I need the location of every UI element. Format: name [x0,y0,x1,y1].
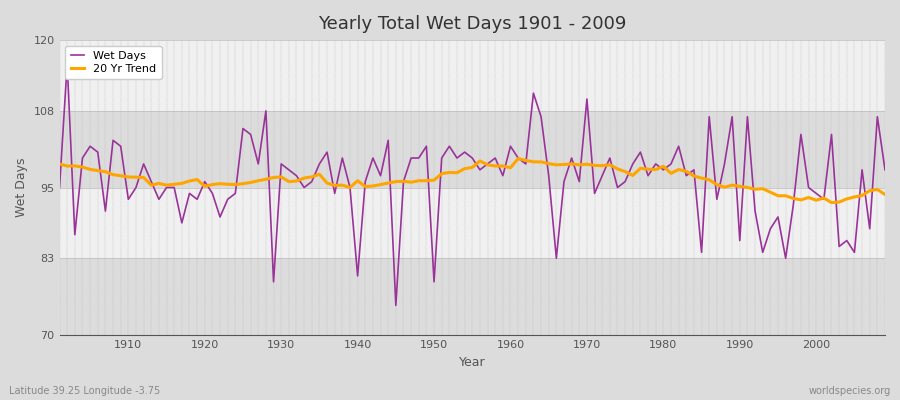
20 Yr Trend [115,173,126,178]
20 Yr Trend [513,156,524,161]
Bar [59,111,885,188]
Wet Days [291,173,302,178]
Bar [59,258,885,335]
Wet Days [62,61,73,66]
20 Yr Trend [329,183,340,188]
Bar [59,188,885,258]
Wet Days [612,185,623,190]
Wet Days [879,168,890,172]
20 Yr Trend [54,162,65,166]
Wet Days [54,185,65,190]
20 Yr Trend [879,192,890,197]
Text: worldspecies.org: worldspecies.org [809,386,891,396]
Line: Wet Days: Wet Days [59,64,885,306]
20 Yr Trend [498,164,508,168]
Wet Days [513,156,524,160]
X-axis label: Year: Year [459,356,486,369]
Legend: Wet Days, 20 Yr Trend: Wet Days, 20 Yr Trend [65,46,162,79]
20 Yr Trend [505,165,516,170]
Y-axis label: Wet Days: Wet Days [15,158,28,217]
Line: 20 Yr Trend: 20 Yr Trend [59,159,885,202]
20 Yr Trend [826,200,837,205]
Text: Latitude 39.25 Longitude -3.75: Latitude 39.25 Longitude -3.75 [9,386,160,396]
Wet Days [123,197,134,202]
Wet Days [520,162,531,166]
Wet Days [391,303,401,308]
20 Yr Trend [605,162,616,167]
Bar [59,40,885,111]
20 Yr Trend [284,179,294,184]
Title: Yearly Total Wet Days 1901 - 2009: Yearly Total Wet Days 1901 - 2009 [318,15,626,33]
Wet Days [337,156,347,160]
